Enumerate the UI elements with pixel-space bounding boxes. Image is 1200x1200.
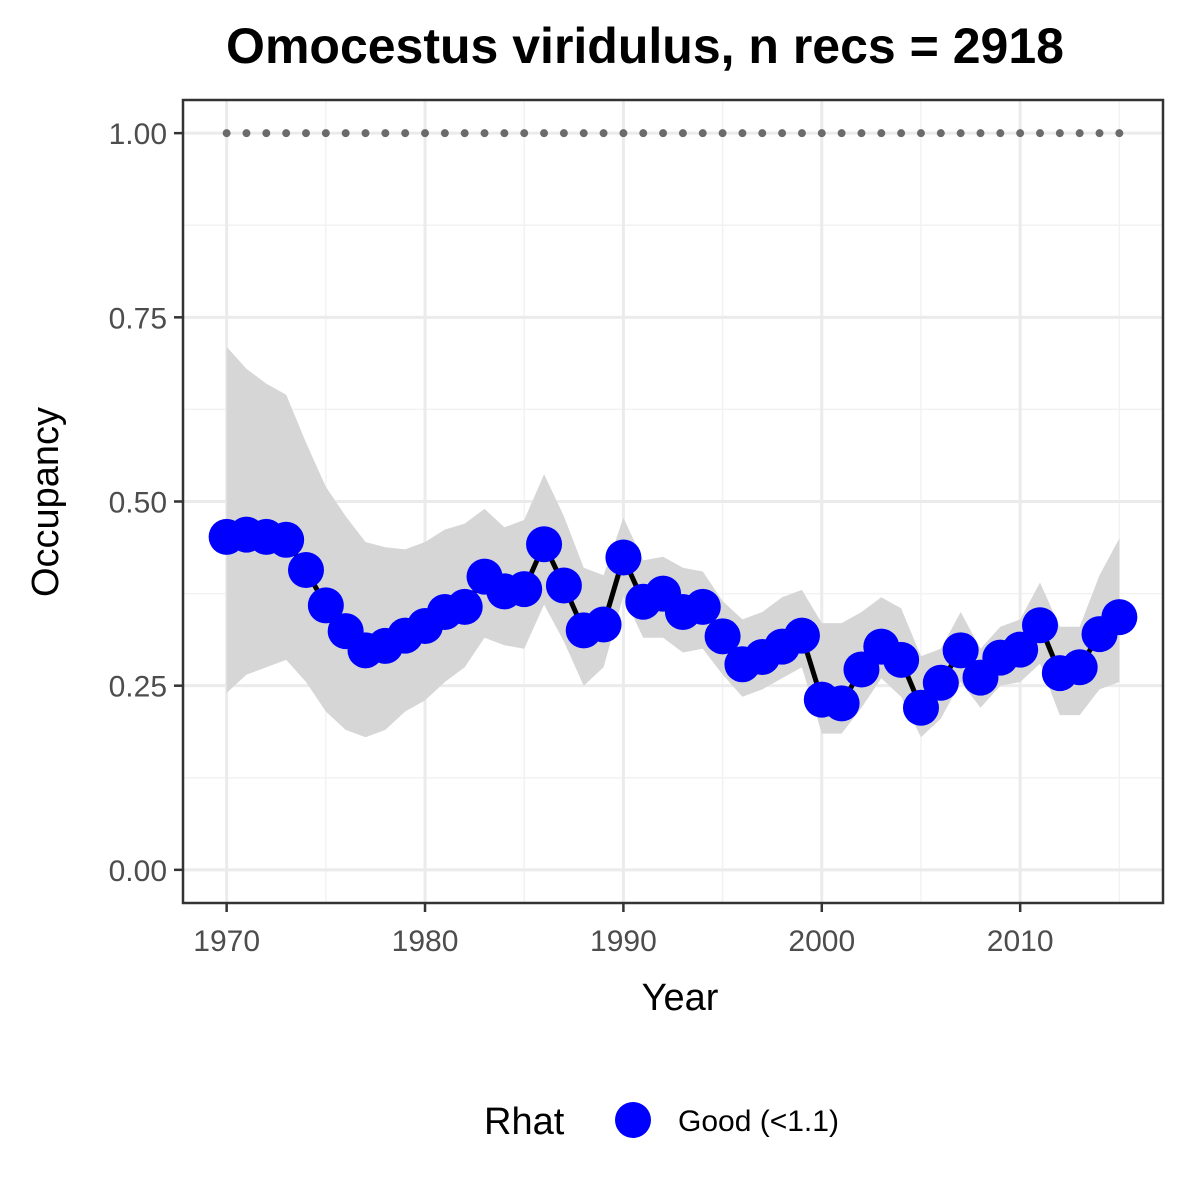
x-axis-title: Year — [642, 977, 719, 1019]
data-point — [823, 685, 860, 722]
plot-panel — [181, 98, 1165, 905]
y-axis-title: Occupancy — [25, 407, 67, 597]
data-point — [545, 567, 582, 604]
data-point — [585, 606, 622, 643]
reference-dot — [1115, 129, 1124, 138]
reference-dot — [480, 129, 489, 138]
reference-dot — [936, 129, 945, 138]
data-point — [922, 664, 959, 701]
reference-dot — [361, 129, 370, 138]
data-point — [307, 587, 344, 624]
reference-dot — [282, 129, 291, 138]
x-tick-label: 1990 — [590, 925, 657, 958]
reference-dot — [301, 129, 310, 138]
reference-dot — [262, 129, 271, 138]
reference-dot — [401, 129, 410, 138]
legend-label-good: Good (<1.1) — [678, 1105, 839, 1138]
reference-dot — [222, 129, 231, 138]
data-point — [684, 588, 721, 625]
data-point — [942, 632, 979, 669]
reference-dot — [460, 129, 469, 138]
data-point — [1022, 607, 1059, 644]
reference-dot — [718, 129, 727, 138]
reference-dot — [996, 129, 1005, 138]
reference-dot — [797, 129, 806, 138]
y-tick-label: 0.00 — [109, 855, 167, 888]
reference-dot — [500, 129, 509, 138]
data-point — [1061, 649, 1098, 686]
reference-dot — [758, 129, 767, 138]
data-points — [208, 516, 1138, 726]
data-point — [783, 617, 820, 654]
data-point — [902, 689, 939, 726]
reference-line-dots — [222, 129, 1124, 138]
legend: Rhat Good (<1.1) — [484, 1101, 839, 1143]
x-axis: 1970 1980 1990 2000 2010 — [193, 903, 1054, 958]
reference-dot — [678, 129, 687, 138]
reference-dot — [976, 129, 985, 138]
data-point — [506, 571, 543, 608]
reference-dot — [738, 129, 747, 138]
legend-title: Rhat — [484, 1101, 565, 1143]
reference-dot — [341, 129, 350, 138]
x-tick-label: 1980 — [392, 925, 459, 958]
reference-dot — [540, 129, 549, 138]
reference-dot — [1036, 129, 1045, 138]
reference-dot — [599, 129, 608, 138]
data-point — [1101, 599, 1138, 636]
reference-dot — [956, 129, 965, 138]
data-point — [883, 641, 920, 678]
reference-dot — [916, 129, 925, 138]
data-point — [526, 526, 563, 563]
y-axis: 0.00 0.25 0.50 0.75 1.00 — [109, 118, 183, 888]
reference-dot — [817, 129, 826, 138]
x-tick-label: 1970 — [193, 925, 260, 958]
reference-dot — [857, 129, 866, 138]
reference-dot — [421, 129, 430, 138]
reference-dot — [837, 129, 846, 138]
data-point — [1002, 631, 1039, 668]
data-point — [704, 618, 741, 655]
reference-dot — [698, 129, 707, 138]
reference-dot — [321, 129, 330, 138]
chart-title: Omocestus viridulus, n recs = 2918 — [226, 18, 1064, 74]
reference-dot — [1075, 129, 1084, 138]
reference-dot — [440, 129, 449, 138]
legend-key-good — [615, 1102, 651, 1138]
data-point — [446, 588, 483, 625]
reference-dot — [659, 129, 668, 138]
reference-dot — [520, 129, 529, 138]
data-point — [287, 552, 324, 589]
reference-dot — [639, 129, 648, 138]
data-point — [268, 521, 305, 558]
reference-dot — [619, 129, 628, 138]
reference-dot — [778, 129, 787, 138]
data-point — [605, 539, 642, 576]
y-tick-label: 0.50 — [109, 487, 167, 520]
reference-dot — [242, 129, 251, 138]
reference-dot — [559, 129, 568, 138]
reference-dot — [579, 129, 588, 138]
reference-dot — [1095, 129, 1104, 138]
reference-dot — [877, 129, 886, 138]
y-tick-label: 0.75 — [109, 302, 167, 335]
reference-dot — [897, 129, 906, 138]
x-tick-label: 2010 — [987, 925, 1054, 958]
y-tick-label: 1.00 — [109, 118, 167, 151]
x-tick-label: 2000 — [788, 925, 855, 958]
y-tick-label: 0.25 — [109, 671, 167, 704]
reference-dot — [381, 129, 390, 138]
reference-dot — [1016, 129, 1025, 138]
reference-dot — [1055, 129, 1064, 138]
